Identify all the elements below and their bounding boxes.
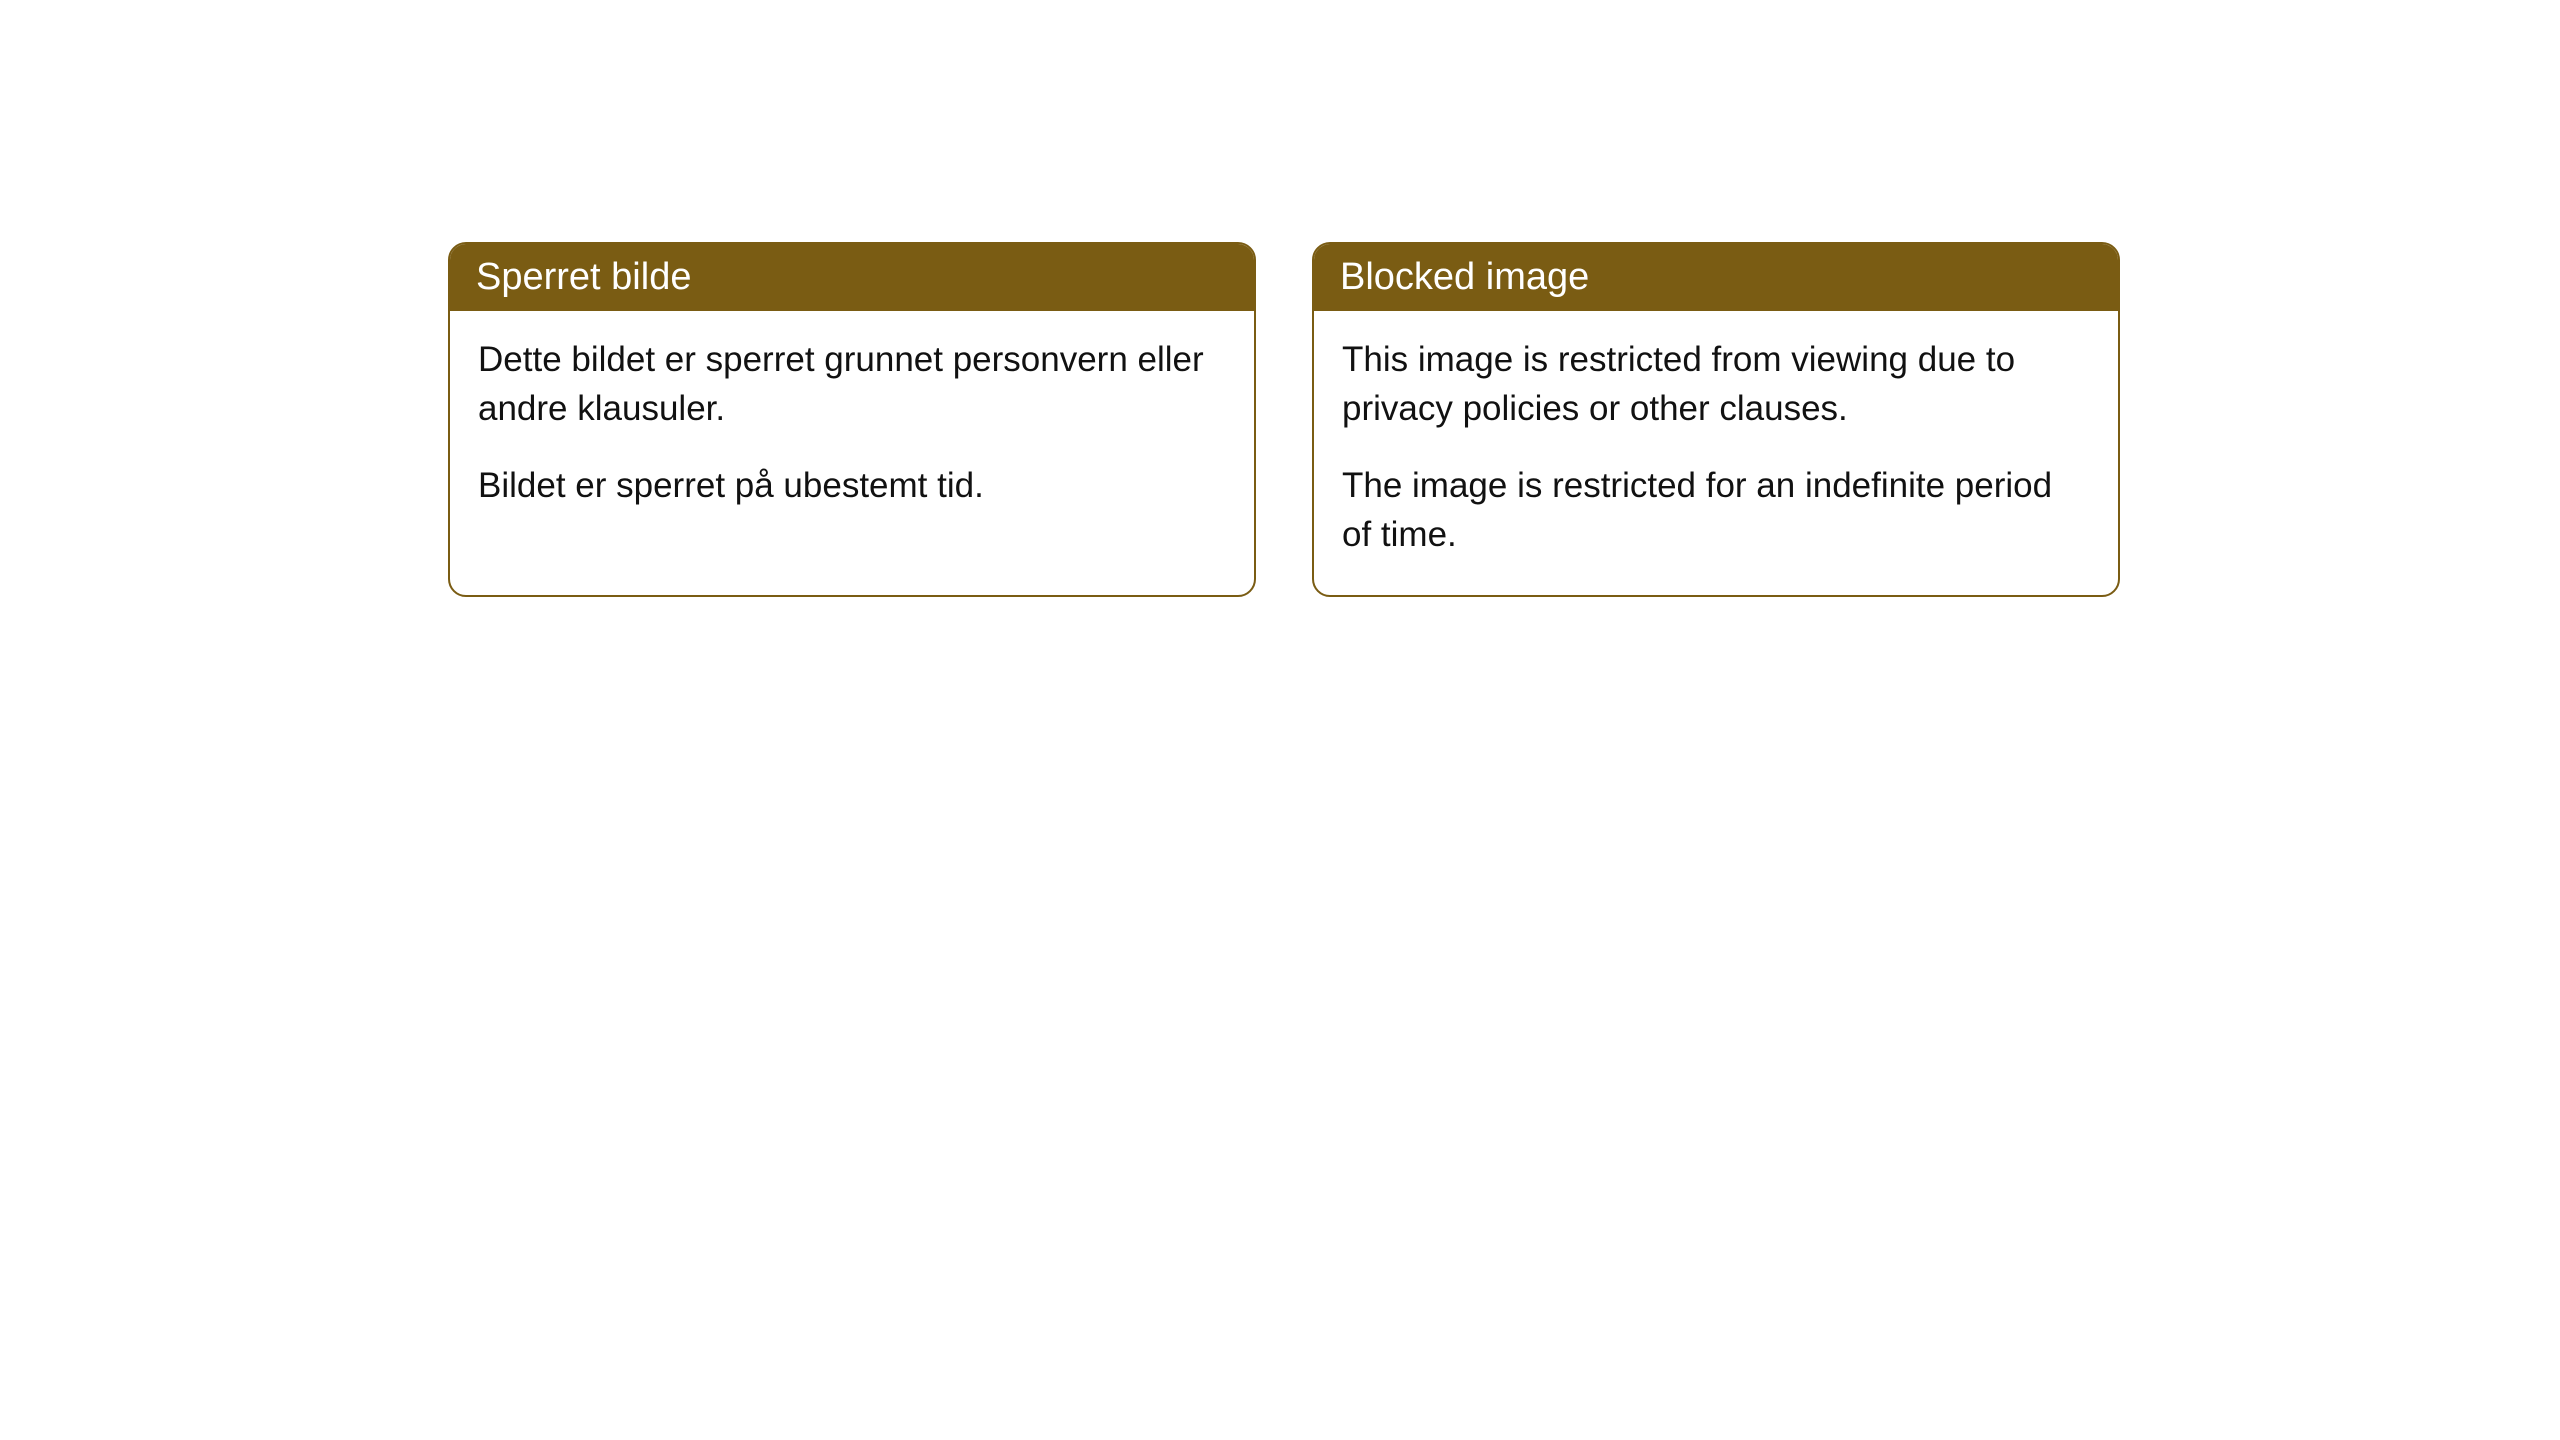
card-body: Dette bildet er sperret grunnet personve… xyxy=(450,311,1254,546)
card-title: Blocked image xyxy=(1340,256,1589,298)
notice-cards-container: Sperret bilde Dette bildet er sperret gr… xyxy=(448,242,2120,597)
notice-card-english: Blocked image This image is restricted f… xyxy=(1312,242,2120,597)
card-header: Sperret bilde xyxy=(450,244,1254,311)
card-paragraph: This image is restricted from viewing du… xyxy=(1342,335,2090,433)
card-header: Blocked image xyxy=(1314,244,2118,311)
card-paragraph: Bildet er sperret på ubestemt tid. xyxy=(478,461,1226,510)
card-title: Sperret bilde xyxy=(476,256,691,298)
card-paragraph: The image is restricted for an indefinit… xyxy=(1342,461,2090,559)
card-paragraph: Dette bildet er sperret grunnet personve… xyxy=(478,335,1226,433)
card-body: This image is restricted from viewing du… xyxy=(1314,311,2118,595)
notice-card-norwegian: Sperret bilde Dette bildet er sperret gr… xyxy=(448,242,1256,597)
